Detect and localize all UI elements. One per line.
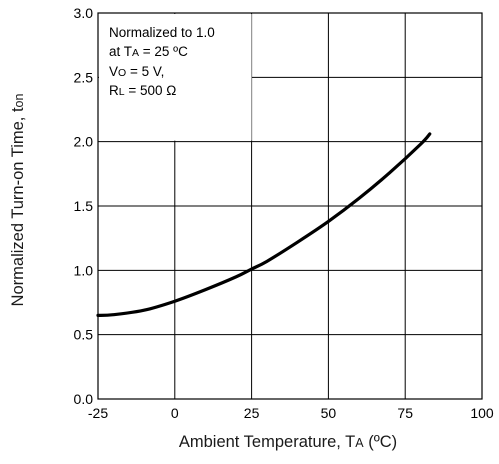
y-tick-label: 0.0 (74, 391, 94, 407)
y-tick-label: 1.0 (74, 262, 94, 278)
y-tick-label: 0.5 (74, 327, 94, 343)
annotation-box: Normalized to 1.0 at TA = 25 ºC VO = 5 V… (99, 14, 252, 141)
annotation-line-3: VO = 5 V, (109, 64, 164, 79)
x-tick-label: 0 (171, 405, 179, 421)
annotation-background (99, 14, 252, 141)
annotation-line-4: RL = 500 Ω (109, 83, 176, 98)
x-tick-label: -25 (88, 405, 108, 421)
annotation-line-2: at TA = 25 ºC (109, 44, 188, 59)
plot-frame (97, 12, 483, 400)
x-tick-label: 75 (397, 405, 413, 421)
x-tick-label: 50 (321, 405, 337, 421)
y-tick-label: 1.5 (74, 198, 94, 214)
x-tick-label: 25 (244, 405, 260, 421)
annotation-line-1: Normalized to 1.0 (109, 25, 215, 40)
y-tick-label: 2.5 (74, 69, 94, 85)
x-tick-label: 100 (470, 405, 494, 421)
y-tick-label: 2.0 (74, 134, 94, 150)
tick-labels: -25 0 25 50 75 100 0.0 0.5 1.0 1.5 2.0 2.5 3.0 (74, 5, 494, 421)
y-axis-label: Normalized Turn-on Time, ton (9, 94, 27, 307)
x-axis-label: Ambient Temperature, TA (ºC) (179, 433, 397, 451)
series-line (96, 132, 432, 317)
y-tick-label: 3.0 (74, 5, 94, 21)
